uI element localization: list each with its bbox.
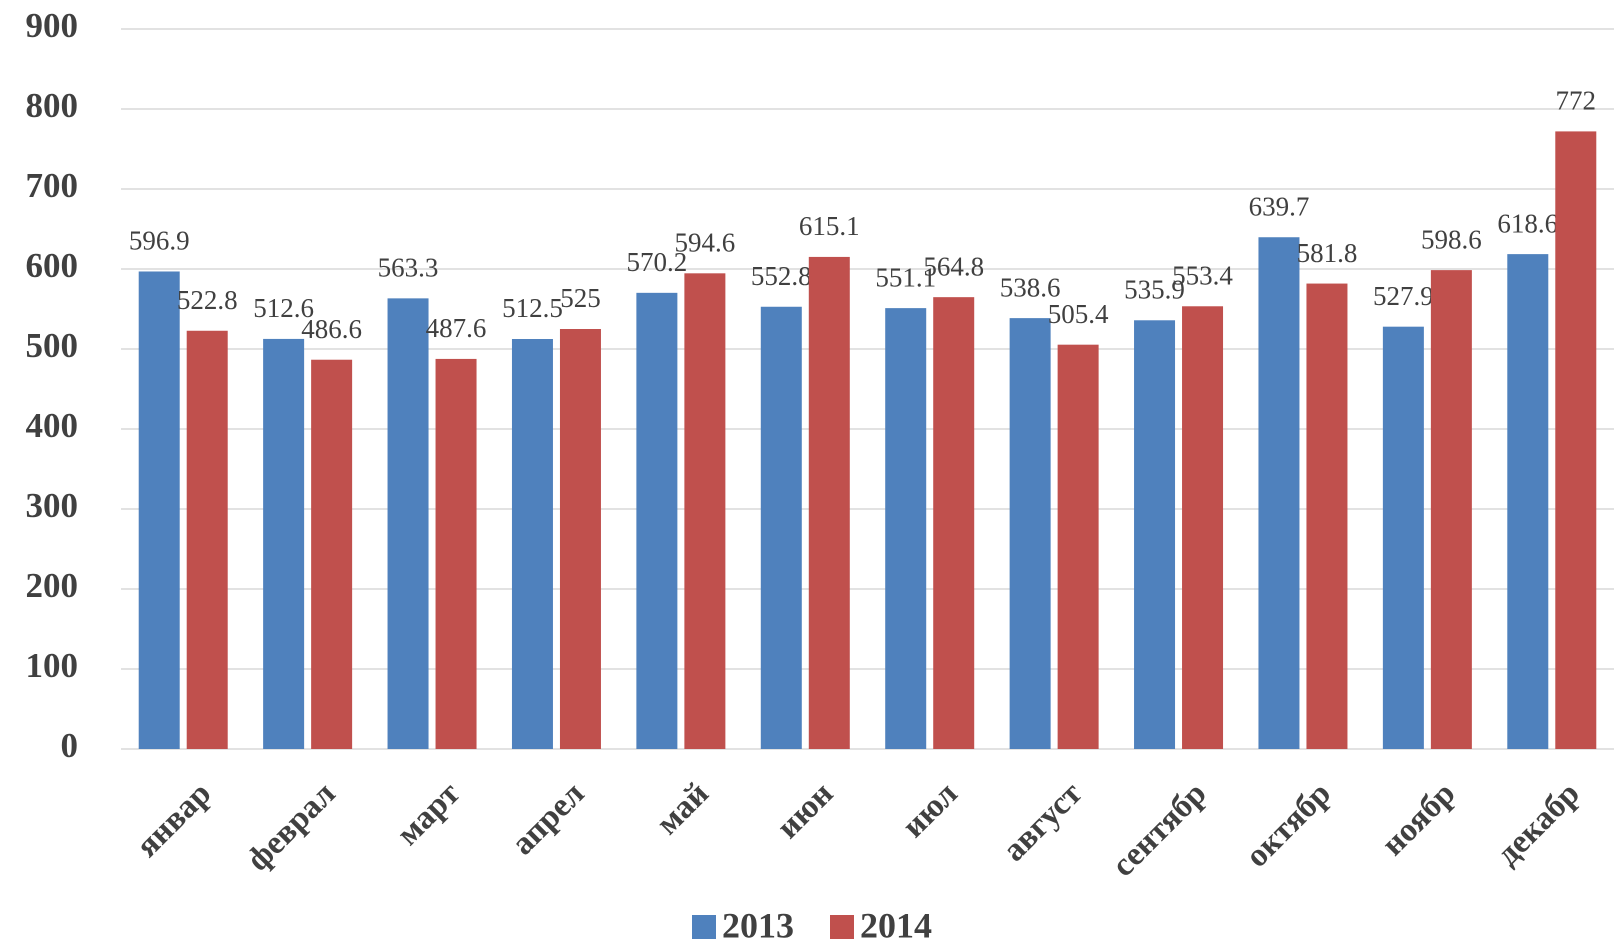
bar: [1306, 284, 1347, 749]
bar: [1010, 318, 1051, 749]
x-tick-label: феврал: [240, 776, 343, 879]
bar: [933, 297, 974, 749]
bar: [1058, 345, 1099, 749]
bar: [560, 329, 601, 749]
bar: [684, 273, 725, 749]
y-tick-label: 300: [26, 486, 79, 525]
x-tick-label: август: [996, 776, 1089, 869]
value-label: 615.1: [799, 211, 860, 241]
y-tick-label: 200: [26, 566, 79, 605]
y-tick-label: 800: [26, 86, 79, 125]
bar: [512, 339, 553, 749]
y-tick-label: 100: [26, 646, 79, 685]
bar: [436, 359, 477, 749]
x-tick-label: ноябр: [1375, 776, 1462, 863]
value-label: 594.6: [675, 228, 736, 258]
bar: [1182, 306, 1223, 749]
bar: [1555, 131, 1596, 749]
bar: [187, 331, 228, 749]
legend-swatch: [830, 915, 854, 939]
bar: [761, 307, 802, 749]
y-tick-label: 500: [26, 326, 79, 365]
value-label: 505.4: [1048, 299, 1109, 329]
bar: [1383, 327, 1424, 749]
x-tick-label: декабр: [1490, 776, 1587, 873]
value-label: 522.8: [177, 285, 238, 315]
value-label: 527.9: [1373, 281, 1434, 311]
bar: [311, 360, 352, 749]
bar: [1258, 237, 1299, 749]
value-label: 486.6: [301, 314, 362, 344]
value-label: 563.3: [378, 253, 439, 283]
x-tick-label: сентябр: [1105, 776, 1213, 884]
bar: [809, 257, 850, 749]
x-tick-label: июн: [770, 776, 840, 846]
bar: [139, 271, 180, 749]
y-tick-label: 600: [26, 246, 79, 285]
x-tick-label: январ: [129, 776, 218, 865]
x-tick-label: март: [390, 776, 467, 853]
bar: [636, 293, 677, 749]
value-label: 552.8: [751, 261, 812, 291]
value-label: 564.8: [923, 251, 984, 281]
value-label: 553.4: [1172, 260, 1233, 290]
value-label: 618.6: [1497, 208, 1558, 238]
value-label: 525: [560, 283, 601, 313]
x-tick-label: июл: [895, 776, 964, 845]
x-tick-label: май: [650, 776, 716, 842]
bar: [1134, 320, 1175, 749]
bar: [1431, 270, 1472, 749]
value-label: 598.6: [1421, 224, 1482, 254]
value-label: 512.5: [502, 293, 563, 323]
bar: [263, 339, 304, 749]
legend-label: 2014: [860, 905, 932, 944]
value-label: 772: [1556, 86, 1597, 116]
bar: [1507, 254, 1548, 749]
value-label: 639.7: [1249, 191, 1310, 221]
bar: [885, 308, 926, 749]
legend-swatch: [692, 915, 716, 939]
x-tick-label: апрел: [505, 776, 592, 863]
y-tick-label: 400: [26, 406, 79, 445]
y-tick-label: 900: [26, 6, 79, 45]
chart: 0 100 200 300 400 500 600 700 800 900 январ 596.9 52…: [0, 0, 1614, 944]
value-label: 487.6: [426, 313, 487, 343]
y-tick-label: 700: [26, 166, 79, 205]
x-tick-label: октябр: [1239, 776, 1338, 875]
bar: [388, 298, 429, 749]
value-label: 581.8: [1297, 238, 1358, 268]
value-label: 596.9: [129, 226, 190, 256]
legend-label: 2013: [722, 905, 794, 944]
y-tick-label: 0: [61, 726, 79, 765]
value-label: 538.6: [1000, 272, 1061, 302]
